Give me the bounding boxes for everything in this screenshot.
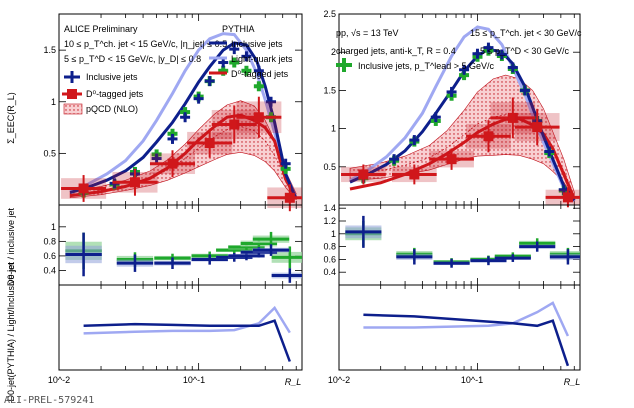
ytick-label: 1.5 — [323, 85, 336, 95]
data-point-d0 — [446, 154, 457, 165]
ytick-label: 0.6 — [43, 251, 56, 261]
panel-right-middle: 0.4 0.6 0.8 1 1.2 1.4 — [323, 203, 581, 286]
data-point-d0 — [483, 131, 494, 142]
panel-left-bottom — [58, 284, 303, 371]
data-point-d0 — [284, 192, 295, 203]
data-point-d0 — [253, 112, 264, 123]
ylabel-ratio: D0-jet / inclusive jet — [6, 207, 16, 286]
pythia-light-quark-curve — [69, 32, 298, 199]
pythia-inclusive-curve — [69, 41, 298, 200]
left-annotations: ALICE Preliminary 10 ≤ p_T^ch. jet < 15 … — [62, 24, 293, 115]
watermark: ALI-PREL-579241 — [4, 395, 94, 406]
ytick-label: 0.5 — [323, 162, 336, 172]
right-annotation-4: 5 ≤ p_T^D < 30 GeV/c — [480, 46, 569, 56]
pythia-ratio-light-curve — [363, 301, 570, 337]
panel-right-top: 0.5 1 1.5 2 2.5 — [323, 9, 581, 208]
panel-left-top: 0.5 1 1.5 — [43, 13, 303, 212]
ylabel-pythia-ratio: D0-jet(PYTHIA) / Light/Inclusive jet — [6, 262, 16, 402]
legend-inclusive-jets: Inclusive jets — [86, 72, 138, 82]
ytick-label: 1 — [331, 229, 336, 239]
data-point-d0 — [204, 138, 215, 149]
right-xtick-0.1: 10^-1 — [461, 375, 483, 385]
right-legend-inclusive-lead: Inclusive jets, p_T^lead > 5 GeV/c — [336, 58, 495, 72]
pythia-light-quark-curve — [349, 25, 576, 203]
pythia-ratio-light-curve — [83, 305, 291, 335]
ytick-label: 0.8 — [43, 236, 56, 246]
right-annotation-3: 15 ≤ p_T^ch. jet < 30 GeV/c — [470, 28, 582, 38]
data-point-d0 — [507, 112, 518, 123]
data-point-d0 — [562, 192, 573, 203]
ytick-label: 2.5 — [323, 9, 336, 19]
left-legend-inclusive: Inclusive jets — [64, 71, 138, 83]
ytick-label: 1 — [331, 124, 336, 134]
left-xtick-0.01: 10^-2 — [48, 375, 70, 385]
right-xtick-0.01: 10^-2 — [328, 375, 350, 385]
left-annotation-3: 5 ≤ p_T^D < 15 GeV/c, |y_D| ≤ 0.8 — [64, 54, 201, 64]
left-annotation-2: 10 ≤ p_T^ch. jet < 15 GeV/c, |η_jet| ≤ 0… — [64, 39, 227, 49]
ytick-label: 0.6 — [323, 254, 336, 264]
legend-inclusive-lead: Inclusive jets, p_T^lead > 5 GeV/c — [358, 61, 495, 71]
data-point-d0 — [229, 119, 240, 130]
pythia-legend-d0: D⁰-tagged jets — [231, 69, 289, 79]
ytick-label: 0.4 — [323, 267, 336, 277]
pythia-inclusive-curve — [349, 47, 576, 202]
data-point-d0 — [78, 183, 89, 194]
pythia-legend-light: Light-quark jets — [231, 54, 293, 64]
left-annotation-1: ALICE Preliminary — [64, 24, 138, 34]
legend-pqcd: pQCD (NLO) — [86, 104, 138, 114]
pythia-ratio-inclusive-curve — [363, 313, 570, 367]
data-point-d0 — [358, 169, 369, 180]
ytick-label: 0.5 — [43, 148, 56, 158]
right-annotations: pp, √s = 13 TeV charged jets, anti-k_T, … — [336, 28, 582, 72]
right-annotation-1: pp, √s = 13 TeV — [336, 28, 399, 38]
data-point-d0 — [129, 177, 140, 188]
frame-left-bottom — [58, 284, 303, 371]
pythia-legend-inclusive: Inclusive jets — [231, 39, 283, 49]
pythia-title: PYTHIA — [222, 24, 255, 34]
ytick-label: 1.4 — [323, 203, 336, 213]
legend-d0-tagged-jets: D⁰-tagged jets — [86, 89, 144, 99]
left-legend-d0: D⁰-tagged jets — [62, 89, 144, 99]
right-xlabel: R_L — [564, 377, 581, 387]
ytick-label: 2 — [331, 47, 336, 57]
ytick-label: 1 — [51, 97, 56, 107]
right-annotation-2: charged jets, anti-k_T, R = 0.4 — [336, 46, 456, 56]
panel-left-middle: 0.4 0.6 0.8 1 — [43, 204, 303, 286]
ylabel-eec: Σ_EEC(R_L) — [6, 92, 16, 144]
pythia-legend: Inclusive jets Light-quark jets D⁰-tagge… — [209, 39, 293, 79]
data-point-d0 — [532, 122, 543, 133]
data-point-d0 — [409, 169, 420, 180]
ytick-label: 1.2 — [323, 216, 336, 226]
ytick-label: 1.5 — [43, 45, 56, 55]
pythia-ratio-inclusive-curve — [83, 319, 291, 362]
frame-right-bottom — [338, 284, 581, 371]
data-point-d0 — [167, 158, 178, 169]
left-legend-pqcd: pQCD (NLO) — [63, 103, 138, 115]
ytick-label: 0.4 — [43, 265, 56, 275]
panel-right-bottom — [338, 284, 581, 371]
ytick-label: 1 — [51, 222, 56, 232]
left-xlabel: R_L — [285, 377, 302, 387]
ytick-label: 0.8 — [323, 242, 336, 252]
left-xtick-0.1: 10^-1 — [183, 375, 205, 385]
